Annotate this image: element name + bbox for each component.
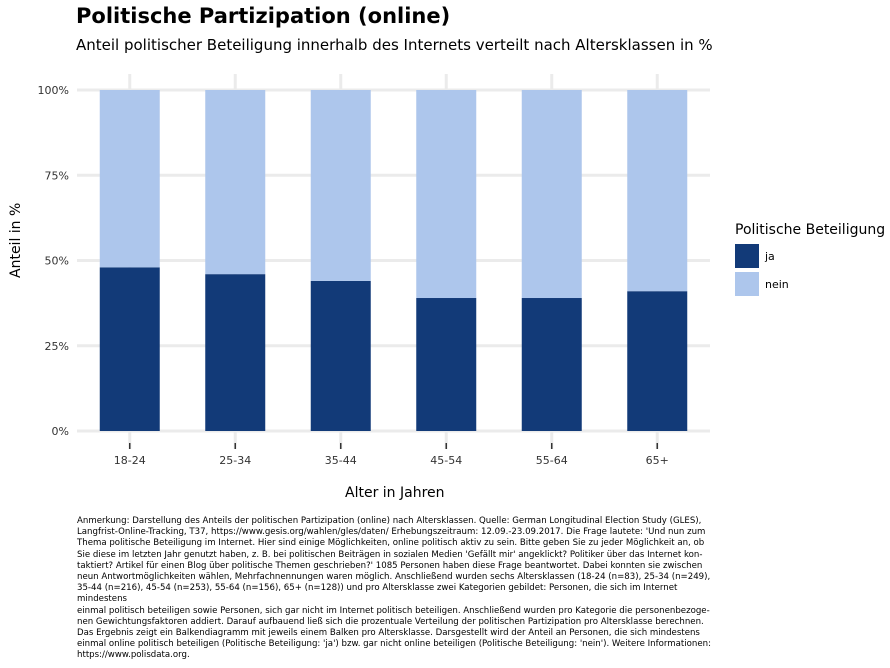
legend-title: Politische Beteiligung xyxy=(735,222,886,238)
x-tick-label: 65+ xyxy=(646,454,669,467)
y-tick-label: 50% xyxy=(45,255,69,268)
bar-ja-18-24 xyxy=(99,267,160,431)
x-tick-label: 25-34 xyxy=(219,454,251,467)
legend: Politische Beteiligung ja nein xyxy=(735,222,885,300)
bar-ja-25-34 xyxy=(205,274,266,431)
bar-nein-55-64 xyxy=(521,90,582,299)
bar-ja-55-64 xyxy=(521,298,582,431)
y-axis-label: Anteil in % xyxy=(8,202,24,278)
legend-item-ja: ja xyxy=(735,244,885,268)
footnote: Anmerkung: Darstellung des Anteils der p… xyxy=(77,516,711,661)
y-tick-label: 25% xyxy=(45,340,69,353)
bar-nein-45-54 xyxy=(416,90,477,299)
y-tick-label: 0% xyxy=(52,425,69,438)
legend-swatch-ja xyxy=(735,244,759,268)
y-tick-label: 75% xyxy=(45,169,69,182)
x-axis-label: Alter in Jahren xyxy=(345,485,445,501)
bar-ja-45-54 xyxy=(416,298,477,431)
bar-ja-65+ xyxy=(627,291,688,431)
legend-label-ja: ja xyxy=(765,249,775,263)
bar-nein-25-34 xyxy=(205,90,266,275)
x-tick-label: 35-44 xyxy=(325,454,357,467)
chart-title: Politische Partizipation (online) xyxy=(76,4,451,28)
bar-nein-65+ xyxy=(627,90,688,292)
y-tick-label: 100% xyxy=(38,84,69,97)
bar-nein-18-24 xyxy=(99,90,160,268)
bar-ja-35-44 xyxy=(310,280,371,431)
legend-item-nein: nein xyxy=(735,272,885,296)
legend-swatch-nein xyxy=(735,272,759,296)
x-tick-label: 18-24 xyxy=(114,454,146,467)
bar-nein-35-44 xyxy=(310,90,371,281)
x-tick-label: 55-64 xyxy=(536,454,568,467)
legend-label-nein: nein xyxy=(765,277,789,291)
x-tick-label: 45-54 xyxy=(430,454,462,467)
chart-subtitle: Anteil politischer Beteiligung innerhalb… xyxy=(76,36,713,54)
